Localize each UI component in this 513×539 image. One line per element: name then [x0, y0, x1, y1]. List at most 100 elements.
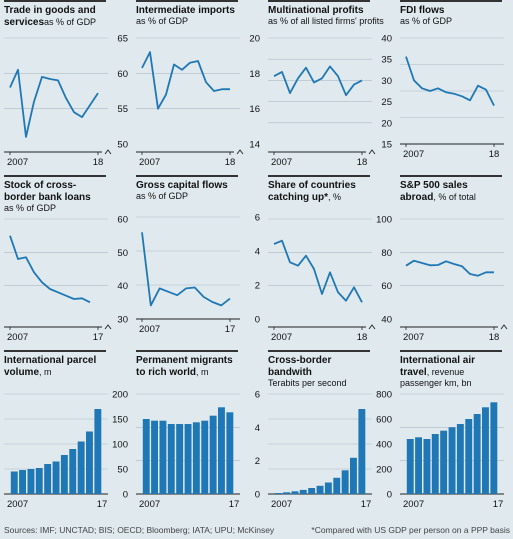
- bar: [151, 420, 158, 494]
- y-tick-label: 20: [249, 34, 260, 45]
- bar: [473, 414, 481, 494]
- chart-title-line: Trade in goods and: [4, 5, 96, 16]
- chart-subtitle: as % of GDP: [136, 16, 188, 26]
- series-line: [405, 259, 494, 277]
- y-tick-label: 200: [376, 465, 392, 476]
- y-tick-label: 30: [381, 76, 392, 87]
- chart-panel: Permanent migrants to rich world, m 6 4 2 0 20…: [136, 350, 264, 526]
- chart-title-line: to rich world, m: [136, 367, 209, 378]
- chart-title-line: Share of countries: [268, 180, 356, 191]
- chart-panel: Intermediate imports as % of GDP 20 18 16 14 2…: [136, 0, 264, 176]
- chart-title-line: Cross-border: [268, 355, 331, 366]
- axis-break-icon: [104, 149, 112, 155]
- bar: [299, 489, 307, 494]
- series-line: [141, 232, 231, 307]
- bar: [35, 468, 43, 494]
- chart-title-line: servicesas % of GDP: [4, 17, 96, 28]
- chart-panel: Stock of cross-border bank loans as % of …: [4, 175, 132, 351]
- y-tick-label: 600: [376, 415, 392, 426]
- chart-panel: Share of countries catching up*, % 100 80 60…: [268, 175, 396, 351]
- y-tick-label: 100: [112, 440, 128, 451]
- x-tick-label: 2007: [139, 324, 160, 335]
- bar: [283, 492, 290, 495]
- bar: [324, 482, 332, 494]
- chart-subtitle: passenger km, bn: [400, 378, 472, 388]
- x-tick-label: 2007: [271, 499, 292, 510]
- bar: [218, 407, 225, 494]
- y-tick-label: 25: [381, 97, 392, 108]
- y-tick-label: 100: [376, 215, 392, 226]
- chart-title-line: Gross capital flows: [136, 180, 228, 191]
- bar: [167, 424, 175, 494]
- bar: [201, 420, 209, 494]
- y-tick-label: 0: [123, 490, 128, 501]
- chart-subtitle: as % of GDP: [4, 203, 56, 213]
- chart-title-line: abroad, % of total: [400, 192, 476, 203]
- bar: [52, 461, 60, 494]
- y-tick-label: 400: [376, 440, 392, 451]
- bar: [406, 439, 414, 494]
- bar: [415, 437, 422, 494]
- series-line: [405, 56, 495, 107]
- bar: [86, 431, 93, 494]
- series-line: [141, 51, 230, 110]
- y-tick-label: 800: [376, 390, 392, 401]
- chart-subtitle: as % of all listed firms' profits: [268, 16, 384, 26]
- x-tick-label: 18: [489, 149, 500, 160]
- bar: [333, 477, 341, 495]
- x-tick-label: 18: [93, 157, 104, 168]
- chart-title-line: International air: [400, 355, 475, 366]
- y-tick-label: 200: [112, 390, 128, 401]
- bar: [490, 402, 498, 494]
- x-tick-label: 18: [357, 332, 368, 343]
- y-tick-label: 40: [381, 315, 392, 326]
- bar: [10, 471, 18, 494]
- y-tick-label: 50: [117, 465, 128, 476]
- bar: [184, 424, 192, 494]
- y-tick-label: 4: [255, 423, 260, 434]
- y-tick-label: 50: [117, 140, 128, 151]
- bar: [27, 469, 35, 494]
- chart-subtitle: as % of GDP: [136, 191, 188, 201]
- chart-panel: Multinational profits as % of all listed …: [268, 0, 396, 176]
- x-tick-label: 17: [225, 324, 236, 335]
- chart-title-suffix: , %: [328, 192, 341, 202]
- y-tick-label: 18: [249, 69, 260, 80]
- x-tick-label: 2007: [7, 332, 28, 343]
- series-line: [9, 235, 91, 304]
- bar: [291, 491, 299, 495]
- bar: [44, 464, 52, 494]
- bar: [341, 470, 349, 495]
- x-tick-label: 2007: [7, 157, 28, 168]
- bar: [226, 412, 234, 494]
- chart-title-line: Stock of cross-: [4, 180, 76, 191]
- chart-panel: Trade in goods and servicesas % of GDP 65 6…: [4, 0, 132, 176]
- x-tick-label: 18: [357, 157, 368, 168]
- y-tick-label: 60: [117, 215, 128, 226]
- bar: [19, 470, 26, 494]
- series-line: [9, 68, 99, 138]
- bar: [423, 439, 431, 494]
- x-tick-label: 2007: [403, 499, 424, 510]
- bar: [192, 422, 200, 494]
- x-tick-label: 2007: [403, 149, 424, 160]
- y-tick-label: 2: [255, 281, 260, 292]
- axis-break-icon: [368, 324, 376, 330]
- chart-title-line: catching up*, %: [268, 192, 341, 203]
- bar: [465, 419, 473, 494]
- bar: [159, 420, 167, 494]
- x-tick-label: 17: [93, 332, 104, 343]
- bar: [60, 455, 68, 494]
- y-tick-label: 30: [117, 315, 128, 326]
- chart-title-line: Multinational profits: [268, 5, 364, 16]
- chart-title-line: travel, revenue: [400, 367, 464, 378]
- series-line: [273, 65, 363, 97]
- y-tick-label: 150: [112, 415, 128, 426]
- chart-title-suffix: as % of GDP: [44, 17, 96, 27]
- y-tick-label: 20: [381, 118, 392, 129]
